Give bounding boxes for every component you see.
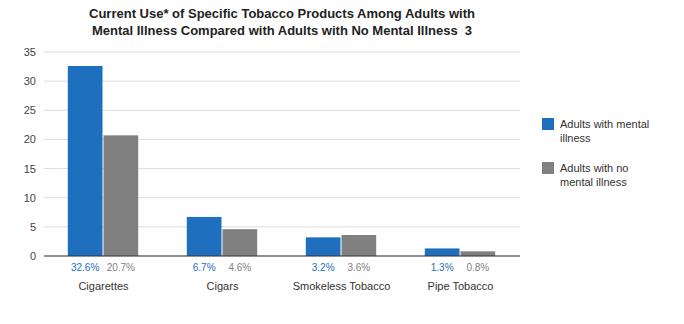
legend-label-line: Adults with no xyxy=(560,162,628,174)
y-tick-label: 35 xyxy=(24,46,36,58)
y-tick-label: 5 xyxy=(30,221,36,233)
legend-label: Adults with mental illness xyxy=(560,118,649,144)
bar xyxy=(461,251,496,256)
legend-label-line: Adults with mental xyxy=(560,118,649,130)
y-tick-label: 0 xyxy=(30,250,36,262)
x-axis-line xyxy=(44,256,520,257)
x-tick-label: Cigarettes xyxy=(78,280,129,292)
title-line: Mental Illness Compared with Adults with… xyxy=(92,23,472,38)
y-tick-label: 10 xyxy=(24,192,36,204)
grid-line xyxy=(44,110,520,111)
bars xyxy=(68,66,495,256)
grid-line xyxy=(44,52,520,53)
data-label: 20.7% xyxy=(107,262,135,273)
legend-swatch xyxy=(542,162,554,174)
legend-label: Adults with no mental illness xyxy=(560,162,628,188)
y-tick-label: 25 xyxy=(24,104,36,116)
bar xyxy=(342,235,377,256)
legend-label-line: mental illness xyxy=(560,176,627,188)
title: Current Use* of Specific Tobacco Product… xyxy=(89,6,475,38)
chart: Current Use* of Specific Tobacco Product… xyxy=(0,0,684,324)
data-label: 3.2% xyxy=(312,262,335,273)
data-label: 0.8% xyxy=(466,262,489,273)
bar xyxy=(425,248,460,256)
grid-line xyxy=(44,81,520,82)
bar xyxy=(187,217,222,256)
title-line: Current Use* of Specific Tobacco Product… xyxy=(89,6,475,21)
data-label: 6.7% xyxy=(193,262,216,273)
x-tick-label: Smokeless Tobacco xyxy=(293,280,391,292)
data-label: 1.3% xyxy=(431,262,454,273)
x-tick-label: Pipe Tobacco xyxy=(428,280,494,292)
bar xyxy=(68,66,103,256)
y-tick-label: 20 xyxy=(24,133,36,145)
bar xyxy=(104,135,139,256)
bar xyxy=(306,237,341,256)
data-label: 3.6% xyxy=(347,262,370,273)
legend-label-line: illness xyxy=(560,132,591,144)
data-label: 4.6% xyxy=(228,262,251,273)
y-tick-label: 15 xyxy=(24,163,36,175)
x-tick-label: Cigars xyxy=(207,280,239,292)
grid-line xyxy=(44,256,520,257)
y-tick-label: 30 xyxy=(24,75,36,87)
bar xyxy=(223,229,258,256)
data-label: 32.6% xyxy=(71,262,99,273)
legend-swatch xyxy=(542,118,554,130)
